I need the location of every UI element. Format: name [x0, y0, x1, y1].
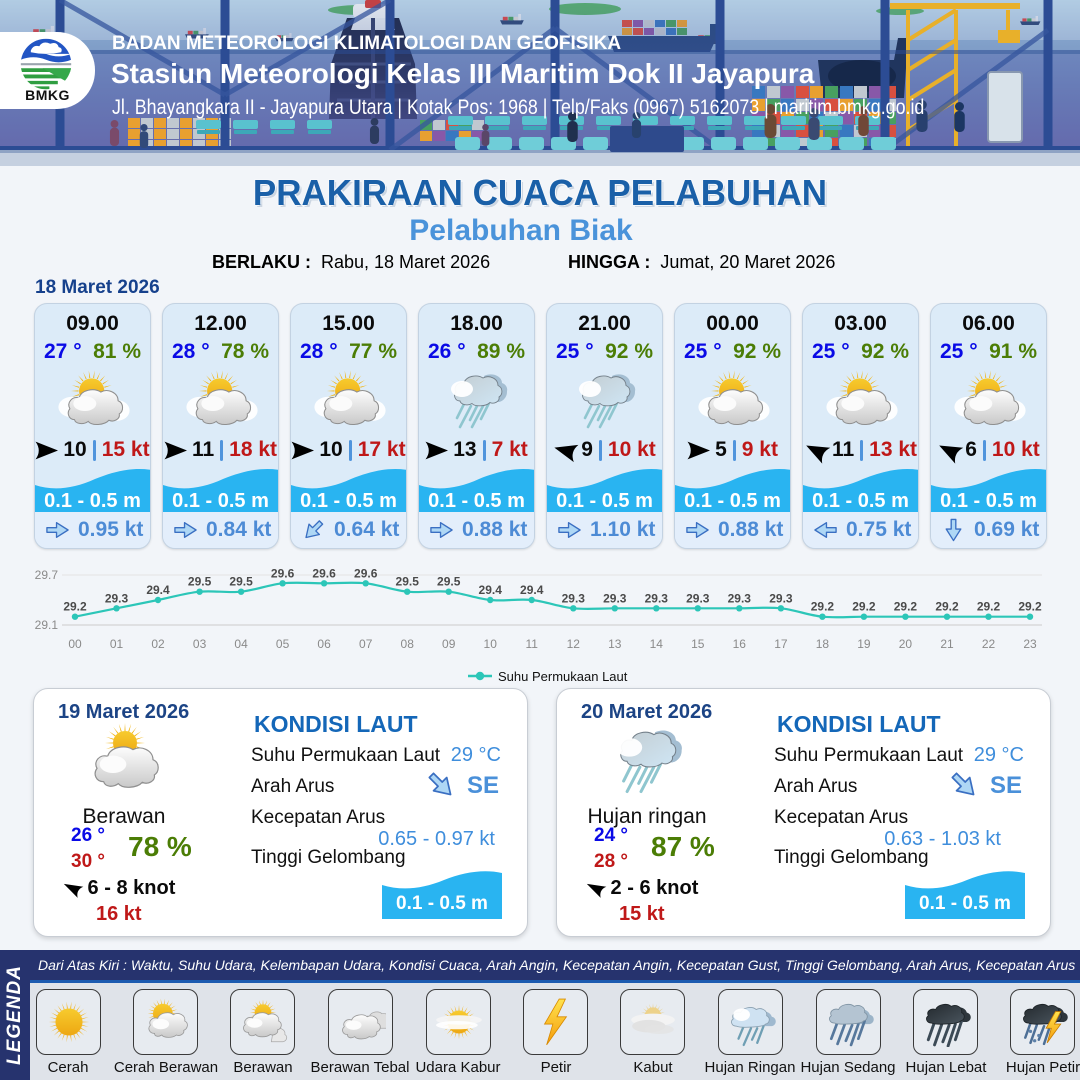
- svg-text:19: 19: [857, 637, 871, 651]
- svg-text:29.3: 29.3: [686, 591, 710, 605]
- svg-text:12: 12: [567, 637, 581, 651]
- svg-text:18: 18: [816, 637, 830, 651]
- svg-text:29.6: 29.6: [312, 566, 336, 580]
- svg-text:29.3: 29.3: [728, 591, 752, 605]
- svg-text:05: 05: [276, 637, 290, 651]
- svg-text:Suhu Permukaan Laut: Suhu Permukaan Laut: [498, 669, 628, 684]
- svg-text:29.3: 29.3: [645, 591, 669, 605]
- svg-text:29.1: 29.1: [35, 618, 59, 632]
- svg-text:04: 04: [234, 637, 248, 651]
- svg-text:29.7: 29.7: [35, 568, 59, 582]
- svg-text:29.5: 29.5: [188, 575, 212, 589]
- svg-text:08: 08: [401, 637, 415, 651]
- svg-text:17: 17: [774, 637, 788, 651]
- svg-text:22: 22: [982, 637, 996, 651]
- svg-text:16: 16: [733, 637, 747, 651]
- svg-text:29.4: 29.4: [479, 583, 503, 597]
- svg-text:29.2: 29.2: [63, 600, 87, 614]
- svg-text:07: 07: [359, 637, 373, 651]
- svg-text:29.6: 29.6: [271, 566, 295, 580]
- svg-text:29.3: 29.3: [603, 591, 627, 605]
- svg-text:14: 14: [650, 637, 664, 651]
- svg-text:11: 11: [525, 637, 538, 651]
- svg-text:29.4: 29.4: [520, 583, 544, 597]
- svg-text:03: 03: [193, 637, 207, 651]
- svg-text:29.5: 29.5: [229, 575, 253, 589]
- svg-text:06: 06: [317, 637, 331, 651]
- svg-text:29.3: 29.3: [105, 591, 129, 605]
- svg-text:29.5: 29.5: [437, 575, 461, 589]
- svg-text:00: 00: [68, 637, 82, 651]
- svg-text:15: 15: [691, 637, 705, 651]
- svg-text:02: 02: [151, 637, 165, 651]
- svg-text:29.4: 29.4: [146, 583, 170, 597]
- svg-text:29.3: 29.3: [562, 591, 586, 605]
- svg-text:29.2: 29.2: [935, 600, 959, 614]
- svg-text:10: 10: [484, 637, 498, 651]
- svg-text:13: 13: [608, 637, 622, 651]
- svg-text:01: 01: [110, 637, 124, 651]
- svg-text:21: 21: [940, 637, 954, 651]
- svg-text:20: 20: [899, 637, 913, 651]
- svg-text:29.2: 29.2: [1018, 600, 1042, 614]
- svg-text:29.6: 29.6: [354, 566, 378, 580]
- svg-text:0.1 - 0.5 m: 0.1 - 0.5 m: [396, 893, 488, 914]
- svg-text:29.5: 29.5: [396, 575, 420, 589]
- svg-text:29.2: 29.2: [977, 600, 1001, 614]
- svg-text:0.1 - 0.5 m: 0.1 - 0.5 m: [919, 893, 1011, 914]
- svg-text:29.3: 29.3: [769, 591, 793, 605]
- svg-text:29.2: 29.2: [811, 600, 835, 614]
- svg-text:23: 23: [1023, 637, 1037, 651]
- svg-text:29.2: 29.2: [894, 600, 918, 614]
- svg-text:09: 09: [442, 637, 456, 651]
- svg-text:29.2: 29.2: [852, 600, 876, 614]
